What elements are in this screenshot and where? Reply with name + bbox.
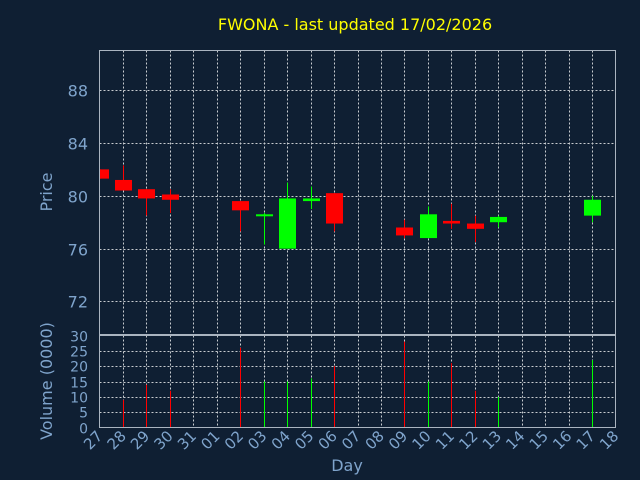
volume-tick-label: 25 xyxy=(70,345,88,361)
x-ticks: 2728293031010203040506070809101112131415… xyxy=(80,427,622,453)
candle-body xyxy=(584,199,601,216)
x-tick-label: 30 xyxy=(150,427,176,453)
x-tick-label: 18 xyxy=(596,427,622,453)
candle-body xyxy=(396,227,413,236)
x-tick-label: 01 xyxy=(197,427,223,453)
price-tick-label: 72 xyxy=(68,293,88,312)
x-tick-label: 07 xyxy=(338,427,364,453)
volume-tick-label: 10 xyxy=(70,391,88,407)
volume-grid xyxy=(99,335,616,428)
x-tick-label: 13 xyxy=(479,427,505,453)
volume-frame xyxy=(99,335,616,428)
candle-body xyxy=(138,189,155,199)
volume-tick-label: 20 xyxy=(70,360,88,376)
candle-body xyxy=(279,198,296,249)
x-tick-label: 09 xyxy=(385,427,411,453)
candle-body xyxy=(162,194,179,200)
candle-body xyxy=(303,198,320,202)
volume-tick-label: 5 xyxy=(79,406,88,422)
x-tick-label: 02 xyxy=(221,427,247,453)
x-tick-label: 10 xyxy=(408,427,434,453)
x-axis-label: Day xyxy=(331,456,363,475)
price-frame xyxy=(99,50,616,335)
candle-body xyxy=(256,214,273,217)
candles xyxy=(99,165,601,249)
chart-title: FWONA - last updated 17/02/2026 xyxy=(218,15,492,34)
x-tick-label: 03 xyxy=(244,427,270,453)
x-tick-label: 11 xyxy=(432,427,458,453)
volume-tick-label: 0 xyxy=(79,422,88,438)
x-tick-label: 06 xyxy=(315,427,341,453)
price-ticks: 72 76 80 84 88 xyxy=(68,82,88,312)
x-tick-label: 28 xyxy=(104,427,130,453)
candle-body xyxy=(326,193,343,224)
candle-body xyxy=(490,216,507,223)
x-tick-label: 08 xyxy=(362,427,388,453)
volume-tick-label: 30 xyxy=(70,330,88,346)
x-tick-label: 14 xyxy=(502,427,528,453)
candle-body xyxy=(99,169,109,179)
volume-bars xyxy=(123,341,593,428)
volume-tick-label: 15 xyxy=(70,376,88,392)
candle-body xyxy=(467,223,484,229)
price-tick-label: 80 xyxy=(68,188,88,207)
x-tick-label: 29 xyxy=(127,427,153,453)
price-grid xyxy=(99,50,616,335)
candle-body xyxy=(232,201,249,211)
candle-body xyxy=(443,220,460,224)
x-tick-label: 15 xyxy=(526,427,552,453)
candle-body xyxy=(420,214,437,239)
price-tick-label: 84 xyxy=(68,135,88,154)
price-tick-label: 88 xyxy=(68,82,88,101)
price-axis-label: Price xyxy=(37,172,56,211)
x-tick-label: 05 xyxy=(291,427,317,453)
price-tick-label: 76 xyxy=(68,241,88,260)
x-tick-label: 31 xyxy=(174,427,200,453)
x-tick-label: 16 xyxy=(549,427,575,453)
candle-body xyxy=(115,179,132,191)
x-tick-label: 12 xyxy=(455,427,481,453)
volume-axis-label: Volume (0000) xyxy=(37,322,56,440)
x-tick-label: 04 xyxy=(268,427,294,453)
x-tick-label: 17 xyxy=(573,427,599,453)
